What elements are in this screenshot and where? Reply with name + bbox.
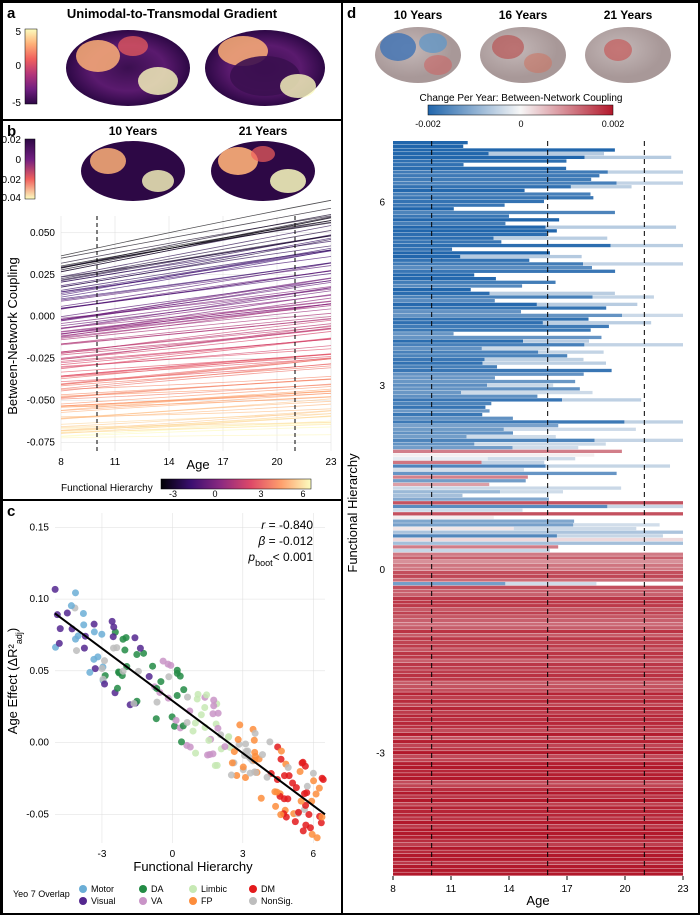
svg-text:-5: -5: [12, 98, 21, 109]
svg-text:-0.05: -0.05: [26, 809, 49, 820]
panel-b-xlabel: Age: [186, 457, 209, 472]
panel-c-xlabel: Functional Hierarchy: [133, 859, 253, 874]
svg-text:Motor: Motor: [91, 884, 114, 894]
svg-text:-3: -3: [98, 849, 107, 860]
svg-text:Yeo 7 Overlap: Yeo 7 Overlap: [13, 889, 70, 899]
svg-text:0.025: 0.025: [30, 270, 55, 281]
svg-text:0: 0: [15, 61, 21, 72]
svg-text:pboot< 0.001: pboot< 0.001: [247, 550, 313, 568]
svg-text:3: 3: [258, 489, 263, 497]
svg-text:NonSig.: NonSig.: [261, 896, 293, 906]
svg-text:17: 17: [561, 884, 573, 895]
svg-text:-0.002: -0.002: [415, 119, 441, 129]
panel-b-label: b: [7, 123, 16, 140]
brain-b-title-1: 10 Years: [109, 124, 158, 138]
panel-a: a Unimodal-to-Transmodal Gradient 5 0 -5: [2, 2, 342, 120]
svg-text:5: 5: [15, 27, 21, 38]
svg-text:0.05: 0.05: [30, 666, 50, 677]
svg-text:14: 14: [163, 457, 175, 468]
panel-d-label: d: [347, 5, 356, 22]
svg-text:r = -0.840: r = -0.840: [261, 518, 313, 532]
svg-text:10 Years: 10 Years: [394, 8, 443, 22]
svg-text:0.050: 0.050: [30, 228, 55, 239]
panel-d: d 10 Years 16 Years 21 Years: [342, 2, 699, 914]
svg-text:8: 8: [390, 884, 396, 895]
svg-text:8: 8: [58, 457, 64, 468]
svg-text:0.000: 0.000: [30, 312, 55, 323]
svg-text:Change Per Year: Between-Netwo: Change Per Year: Between-Network Couplin…: [420, 93, 623, 104]
panel-a-svg: 5 0 -5: [3, 21, 341, 116]
svg-text:0.10: 0.10: [30, 594, 50, 605]
panel-b: b 10 Years 21 Years 0.02 0 -0.02: [2, 120, 342, 500]
fh-label: Functional Hierarchy: [61, 483, 153, 494]
svg-text:0: 0: [212, 489, 217, 497]
svg-text:Age: Age: [526, 893, 549, 908]
svg-text:0: 0: [15, 155, 21, 166]
svg-text:11: 11: [110, 457, 121, 468]
svg-text:VA: VA: [151, 896, 162, 906]
svg-text:-3: -3: [376, 749, 385, 760]
svg-text:DA: DA: [151, 884, 164, 894]
panel-c-svg: -3036-0.050.000.050.100.15 Age Effect (Δ…: [3, 501, 341, 911]
svg-text:6: 6: [300, 489, 305, 497]
panel-a-title: Unimodal-to-Transmodal Gradient: [3, 6, 341, 21]
figure-container: a Unimodal-to-Transmodal Gradient 5 0 -5: [0, 0, 700, 915]
panel-d-svg: 10 Years 16 Years 21 Years Change Per Ye…: [343, 3, 698, 911]
svg-text:23: 23: [325, 457, 337, 468]
svg-text:20: 20: [619, 884, 631, 895]
panel-c-ylabel: Age Effect (ΔR²adj): [5, 628, 24, 734]
svg-text:0.002: 0.002: [602, 119, 625, 129]
svg-text:17: 17: [217, 457, 229, 468]
svg-text:0: 0: [518, 119, 523, 129]
svg-text:20: 20: [271, 457, 283, 468]
svg-text:14: 14: [503, 884, 515, 895]
svg-text:21 Years: 21 Years: [604, 8, 653, 22]
svg-text:Limbic: Limbic: [201, 884, 228, 894]
svg-text:3: 3: [379, 381, 385, 392]
panel-b-svg: 10 Years 21 Years 0.02 0 -0.02 -0.04 811…: [3, 121, 341, 497]
svg-text:23: 23: [677, 884, 689, 895]
svg-text:11: 11: [446, 884, 457, 895]
svg-text:-0.025: -0.025: [27, 354, 56, 365]
svg-text:0.00: 0.00: [30, 738, 50, 749]
panel-c: c -3036-0.050.000.050.100.15 Age Effect …: [2, 500, 342, 914]
panel-a-label: a: [7, 5, 15, 22]
svg-text:16 Years: 16 Years: [499, 8, 548, 22]
svg-text:-0.050: -0.050: [27, 396, 56, 407]
panel-c-label: c: [7, 503, 15, 520]
svg-text:FP: FP: [201, 896, 213, 906]
svg-text:-0.075: -0.075: [27, 438, 56, 449]
svg-text:β = -0.012: β = -0.012: [257, 534, 313, 548]
panel-b-ylabel: Between-Network Coupling: [5, 257, 20, 415]
svg-text:-3: -3: [169, 489, 177, 497]
svg-text:6: 6: [310, 849, 316, 860]
svg-text:6: 6: [379, 197, 385, 208]
svg-text:Visual: Visual: [91, 896, 115, 906]
svg-text:DM: DM: [261, 884, 275, 894]
svg-text:0: 0: [379, 565, 385, 576]
svg-text:-0.04: -0.04: [3, 193, 21, 204]
svg-text:0.15: 0.15: [30, 522, 50, 533]
svg-text:-0.02: -0.02: [3, 175, 21, 186]
svg-text:Functional Hierarchy: Functional Hierarchy: [345, 453, 360, 573]
brain-b-title-2: 21 Years: [239, 124, 288, 138]
